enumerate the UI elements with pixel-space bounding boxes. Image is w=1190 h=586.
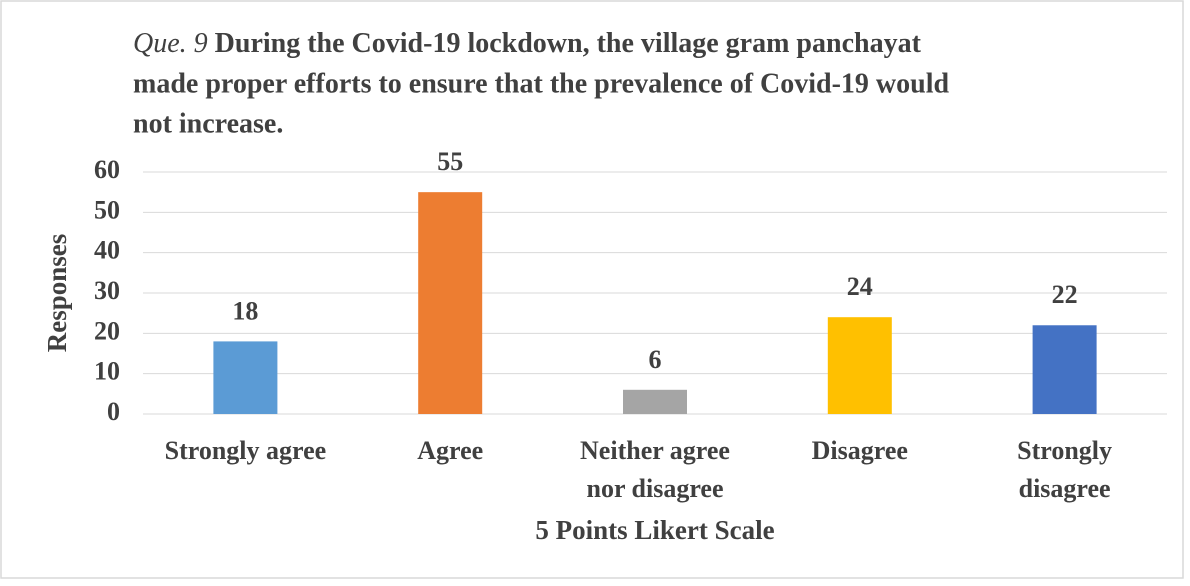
x-tick-label: Agree — [417, 436, 483, 465]
data-label: 22 — [1052, 280, 1078, 309]
x-tick-label: disagree — [1019, 474, 1111, 503]
x-tick-label: nor disagree — [587, 474, 724, 503]
x-tick-label: Strongly — [1017, 436, 1112, 465]
y-tick-label: 20 — [94, 316, 120, 345]
bar — [418, 192, 483, 414]
title-line: During the Covid-19 lockdown, the villag… — [215, 28, 922, 59]
x-axis-label: 5 Points Likert Scale — [535, 515, 774, 545]
y-axis-label: Responses — [42, 234, 72, 353]
data-label: 24 — [847, 272, 873, 301]
title-line: made proper efforts to ensure that the p… — [133, 68, 950, 99]
bar — [1032, 325, 1097, 414]
y-tick-label: 60 — [94, 155, 120, 184]
title-line: not increase. — [133, 108, 283, 139]
data-label: 6 — [649, 345, 662, 374]
x-tick-label: Neither agree — [580, 436, 730, 465]
y-tick-label: 10 — [94, 357, 120, 386]
bar — [827, 317, 892, 414]
x-tick-label: Strongly agree — [165, 436, 327, 465]
bar — [623, 389, 687, 414]
y-tick-label: 30 — [94, 276, 120, 305]
data-label: 55 — [437, 147, 463, 176]
title-label: Que. 9 — [133, 28, 208, 59]
x-tick-label: Disagree — [812, 436, 908, 465]
chart-title: Que. 9 During the Covid-19 lockdown, the… — [133, 28, 922, 59]
data-label: 18 — [232, 296, 258, 325]
y-tick-label: 40 — [94, 236, 120, 265]
bar — [213, 341, 278, 414]
y-tick-label: 50 — [94, 195, 120, 224]
y-tick-label: 0 — [107, 397, 120, 426]
